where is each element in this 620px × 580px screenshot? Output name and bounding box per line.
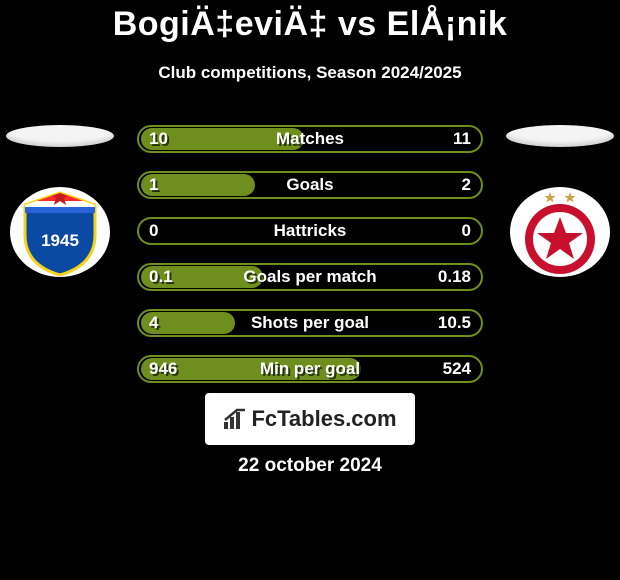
left-player-marker <box>6 125 114 147</box>
fctables-badge: FcTables.com <box>205 393 415 445</box>
stat-label: Hattricks <box>139 221 481 241</box>
stat-right-value: 2 <box>462 175 471 195</box>
red-star-badge-icon <box>510 187 610 277</box>
left-club-badge: 1945 <box>10 187 110 277</box>
page-subtitle: Club competitions, Season 2024/2025 <box>0 63 620 83</box>
left-player-column: 1945 <box>0 125 120 277</box>
stat-right-value: 0.18 <box>438 267 471 287</box>
comparison-infographic: BogiÄ‡eviÄ‡ vs ElÅ¡nik Club competitions… <box>0 0 620 580</box>
spartak-badge-icon: 1945 <box>10 187 110 277</box>
page-title: BogiÄ‡eviÄ‡ vs ElÅ¡nik <box>0 5 620 44</box>
stat-label: Min per goal <box>139 359 481 379</box>
right-player-column <box>500 125 620 277</box>
stat-label: Shots per goal <box>139 313 481 333</box>
generation-date: 22 october 2024 <box>0 455 620 477</box>
stat-bar: 0Hattricks0 <box>137 217 483 245</box>
fctables-label: FcTables.com <box>223 406 396 432</box>
stat-label: Goals per match <box>139 267 481 287</box>
stat-bar: 4Shots per goal10.5 <box>137 309 483 337</box>
signal-icon <box>223 408 247 430</box>
stat-right-value: 11 <box>453 129 471 149</box>
stat-label: Matches <box>139 129 481 149</box>
stat-bar: 10Matches11 <box>137 125 483 153</box>
stat-bar: 0.1Goals per match0.18 <box>137 263 483 291</box>
left-club-year: 1945 <box>41 231 79 250</box>
right-player-marker <box>506 125 614 147</box>
stat-bar: 946Min per goal524 <box>137 355 483 383</box>
stat-right-value: 524 <box>443 359 471 379</box>
stat-label: Goals <box>139 175 481 195</box>
stat-right-value: 10.5 <box>438 313 471 333</box>
fctables-text: FcTables.com <box>251 406 396 432</box>
stat-bar: 1Goals2 <box>137 171 483 199</box>
stat-right-value: 0 <box>462 221 471 241</box>
right-club-badge <box>510 187 610 277</box>
